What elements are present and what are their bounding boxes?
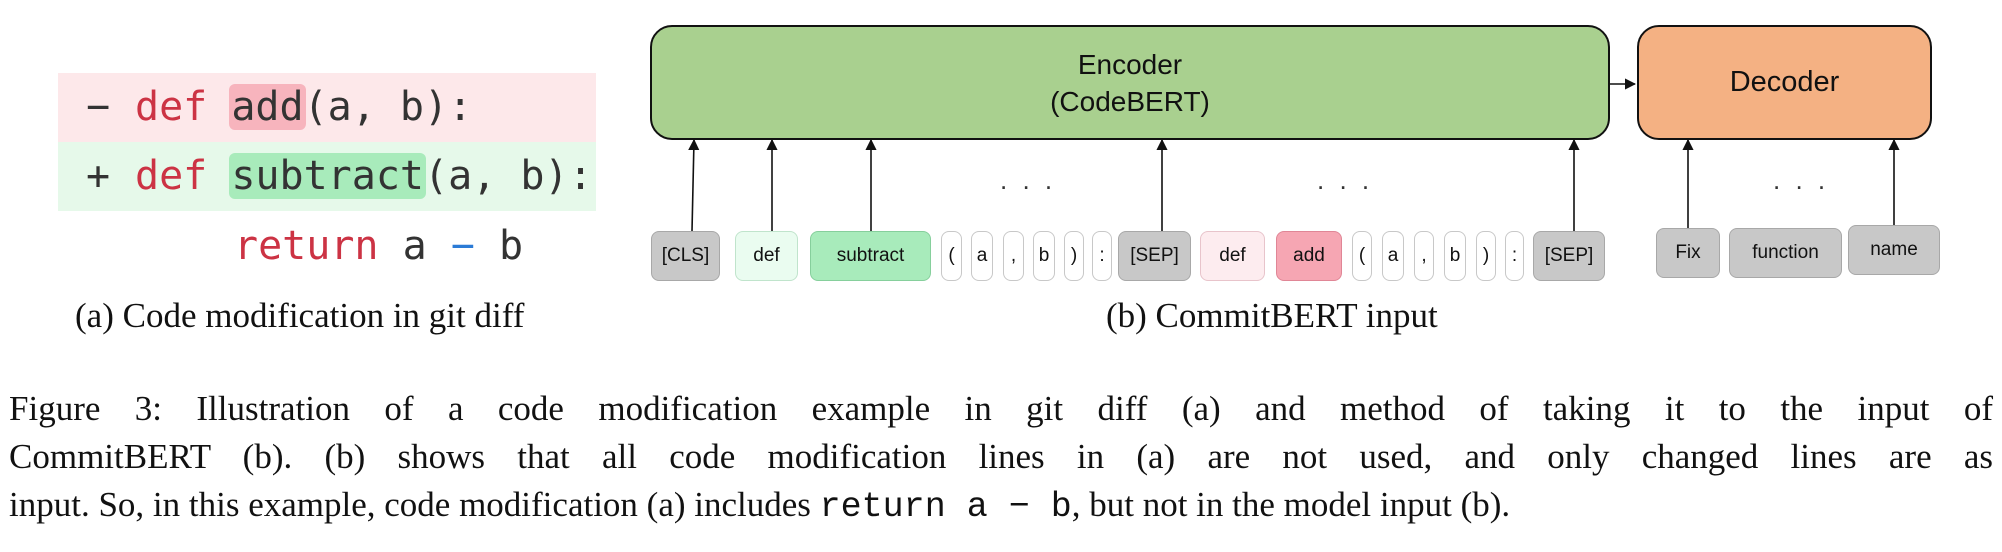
- input-token-rparen: ): [1064, 231, 1084, 281]
- input-token-rparen: ): [1476, 231, 1496, 281]
- added-params: (a, b):: [424, 153, 593, 199]
- input-token-add: add: [1276, 231, 1342, 281]
- operand-a: a: [402, 223, 427, 269]
- diff-removed-code: def add(a, b):: [135, 73, 472, 142]
- encoder-title: Encoder: [1077, 48, 1183, 80]
- input-token-def: def: [1200, 231, 1265, 281]
- arrow-cls: [688, 138, 700, 232]
- subcaption-a: (a) Code modification in git diff: [75, 296, 525, 335]
- input-token-sep: [SEP]: [1533, 231, 1605, 281]
- encoder-block: Encoder (CodeBERT): [650, 25, 1610, 140]
- operand-b: b: [498, 223, 524, 269]
- return-keyword: return: [234, 223, 379, 269]
- figure-caption-line-2: CommitBERT (b). (b) shows that all code …: [9, 437, 1993, 476]
- def-keyword: def: [135, 153, 208, 199]
- ellipsis: . . .: [1317, 165, 1374, 195]
- added-function-name: subtract: [229, 153, 426, 199]
- caption-text: input. So, in this example, code modific…: [9, 485, 820, 524]
- output-token-fix: Fix: [1656, 228, 1720, 278]
- ellipsis: . . .: [1773, 165, 1830, 195]
- input-token-colon: :: [1505, 231, 1524, 281]
- diff-line-added: + def subtract(a, b):: [58, 142, 596, 211]
- removed-function-name: add: [229, 84, 306, 130]
- input-token-lparen: (: [1352, 231, 1372, 281]
- input-token-def: def: [735, 231, 798, 281]
- figure-caption-line-1: Figure 3: Illustration of a code modific…: [9, 389, 1993, 428]
- input-token-sep: [SEP]: [1118, 231, 1191, 281]
- encoder-subtitle: (CodeBERT): [1050, 85, 1210, 117]
- input-token-b: b: [1033, 231, 1055, 281]
- input-token-lparen: (: [941, 231, 962, 281]
- input-token-subtract: subtract: [810, 231, 931, 281]
- figure-caption-line-3: input. So, in this example, code modific…: [9, 485, 1993, 527]
- diff-plus-sign: +: [86, 153, 111, 199]
- caption-text: , but not in the model input (b).: [1071, 485, 1511, 524]
- output-token-function: function: [1729, 228, 1842, 278]
- input-token-comma: ,: [1003, 231, 1024, 281]
- diff-line-context: return a − b: [58, 212, 596, 281]
- diff-added-code: def subtract(a, b):: [135, 142, 593, 211]
- input-token-comma: ,: [1414, 231, 1434, 281]
- minus-operator: −: [450, 223, 475, 269]
- output-token-name: name: [1848, 225, 1940, 275]
- diff-minus-sign: −: [86, 84, 111, 130]
- decoder-block: Decoder: [1637, 25, 1932, 140]
- diff-line-removed: − def add(a, b):: [58, 73, 596, 142]
- input-token-colon: :: [1092, 231, 1112, 281]
- decoder-title: Decoder: [1729, 66, 1840, 98]
- input-token-a: a: [1382, 231, 1404, 281]
- input-token-a: a: [971, 231, 993, 281]
- subcaption-b: (b) CommitBERT input: [1106, 296, 1438, 335]
- removed-params: (a, b):: [303, 84, 473, 130]
- diff-context-code: return a − b: [234, 212, 523, 281]
- input-token-cls: [CLS]: [651, 231, 720, 281]
- input-token-b: b: [1444, 231, 1466, 281]
- caption-inline-code: return a − b: [819, 487, 1072, 527]
- ellipsis: . . .: [1000, 165, 1057, 195]
- def-keyword: def: [135, 84, 208, 130]
